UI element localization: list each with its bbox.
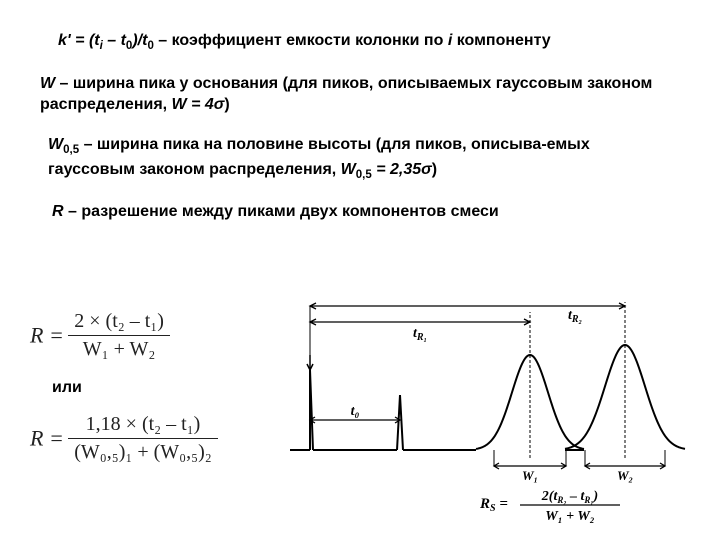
- formula-r2: R = 1,18 × (t₂ – t₁) (W₀,₅)₁ + (W₀,₅)₂: [30, 413, 230, 464]
- k-formula-part: k' = (t: [58, 32, 100, 49]
- svg-text:W₁: W₁: [522, 468, 538, 483]
- def-w05: W0,5 – ширина пика на половине высоты (д…: [40, 134, 680, 183]
- svg-text:RS =: RS =: [479, 496, 508, 514]
- svg-text:W₁ + W₂: W₁ + W₂: [545, 509, 595, 524]
- formula-r1: R = 2 × (t₂ – t₁) W₁ + W₂: [30, 310, 230, 361]
- svg-text:2(tR₂ – tR₁): 2(tR₂ – tR₁): [541, 489, 598, 505]
- svg-text:tR₂: tR₂: [568, 308, 582, 325]
- def-k: k' = (ti – t0)/t0 – коэффициент емкости …: [40, 30, 680, 55]
- svg-text:tR₁: tR₁: [413, 326, 427, 343]
- chromatogram-diagram: W₁ W₂ t₀ tR₁ tR₂ RS = 2(tR₂ – tR₁) W₁ + W₂: [270, 300, 690, 530]
- or-label: или: [52, 379, 230, 397]
- svg-text:t₀: t₀: [351, 404, 360, 419]
- formula1-den: W₁ + W₂: [68, 336, 170, 361]
- def-w: W – ширина пика у основания (для пиков, …: [40, 73, 680, 116]
- formula-block: R = 2 × (t₂ – t₁) W₁ + W₂ или R = 1,18 ×…: [30, 310, 230, 464]
- formula2-num: 1,18 × (t₂ – t₁): [68, 413, 218, 439]
- svg-text:W₂: W₂: [617, 468, 633, 483]
- def-r: R – разрешение между пиками двух компоне…: [40, 201, 680, 223]
- formula1-num: 2 × (t₂ – t₁): [68, 310, 170, 336]
- formula2-den: (W₀,₅)₁ + (W₀,₅)₂: [68, 439, 218, 464]
